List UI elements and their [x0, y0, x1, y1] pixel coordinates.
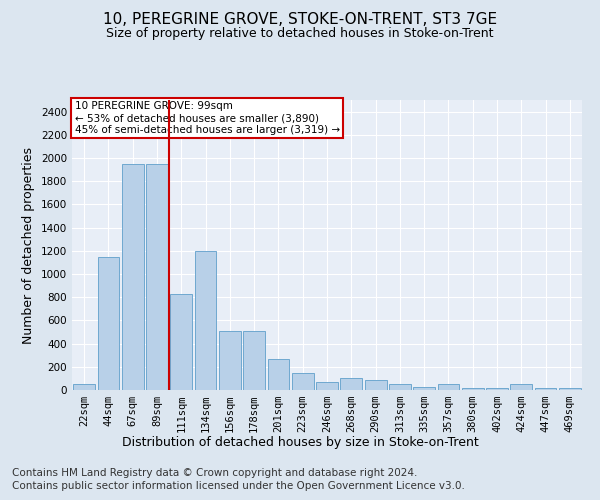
Bar [389, 384, 411, 390]
Text: Contains HM Land Registry data © Crown copyright and database right 2024.: Contains HM Land Registry data © Crown c… [12, 468, 418, 477]
Bar [340, 378, 362, 390]
Bar [122, 164, 143, 390]
Bar [170, 294, 192, 390]
Bar [535, 388, 556, 390]
Text: 10, PEREGRINE GROVE, STOKE-ON-TRENT, ST3 7GE: 10, PEREGRINE GROVE, STOKE-ON-TRENT, ST3… [103, 12, 497, 28]
Bar [486, 388, 508, 390]
Y-axis label: Number of detached properties: Number of detached properties [22, 146, 35, 344]
Bar [437, 384, 460, 390]
Bar [316, 382, 338, 390]
Bar [146, 164, 168, 390]
Bar [243, 331, 265, 390]
Bar [462, 388, 484, 390]
Bar [365, 380, 386, 390]
Bar [559, 388, 581, 390]
Text: Contains public sector information licensed under the Open Government Licence v3: Contains public sector information licen… [12, 481, 465, 491]
Text: 10 PEREGRINE GROVE: 99sqm
← 53% of detached houses are smaller (3,890)
45% of se: 10 PEREGRINE GROVE: 99sqm ← 53% of detac… [74, 102, 340, 134]
Bar [219, 331, 241, 390]
Bar [73, 384, 95, 390]
Bar [268, 358, 289, 390]
Bar [97, 256, 119, 390]
Bar [413, 387, 435, 390]
Text: Size of property relative to detached houses in Stoke-on-Trent: Size of property relative to detached ho… [106, 28, 494, 40]
Bar [292, 372, 314, 390]
Bar [511, 384, 532, 390]
Bar [194, 251, 217, 390]
Text: Distribution of detached houses by size in Stoke-on-Trent: Distribution of detached houses by size … [122, 436, 478, 449]
